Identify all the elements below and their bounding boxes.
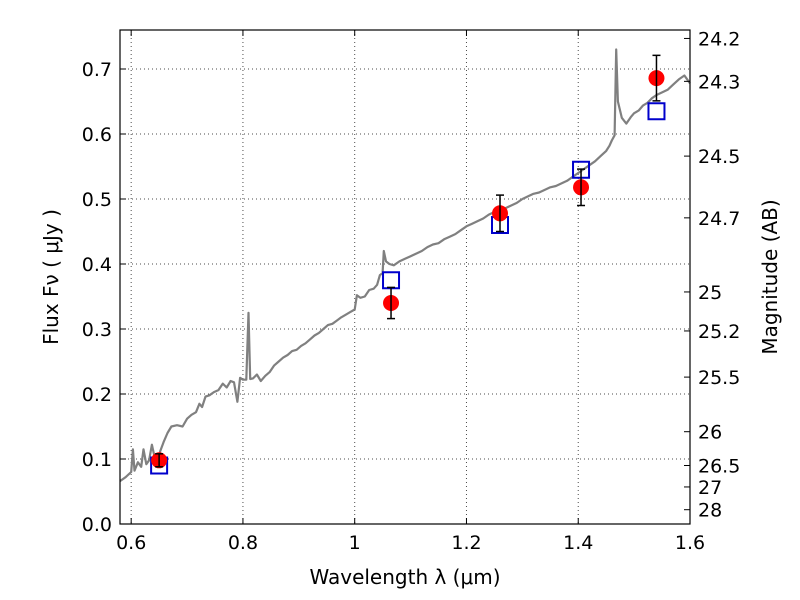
x-tick-label: 0.6 bbox=[116, 532, 146, 554]
x-tick-label: 1.6 bbox=[675, 532, 705, 554]
y2-tick-label: 27 bbox=[698, 477, 722, 499]
y-tick-label: 0.1 bbox=[82, 449, 112, 471]
y2-tick-label: 24.3 bbox=[698, 71, 740, 93]
spectrum-line bbox=[119, 48, 691, 483]
y-tick-label: 0.7 bbox=[82, 59, 112, 81]
x-tick-label: 1.2 bbox=[451, 532, 481, 554]
y-tick-label: 0.2 bbox=[82, 384, 112, 406]
grid-lines bbox=[120, 30, 690, 524]
y-tick-label: 0.4 bbox=[82, 254, 112, 276]
x-axis-label: Wavelength λ (μm) bbox=[309, 565, 500, 589]
y-tick-label: 0.6 bbox=[82, 124, 112, 146]
plot-frame bbox=[119, 29, 691, 525]
y2-tick-label: 28 bbox=[698, 500, 722, 522]
y2-axis-label: Magnitude (AB) bbox=[758, 199, 782, 354]
y2-tick-label: 26 bbox=[698, 422, 722, 444]
y2-tick-label: 25.5 bbox=[698, 367, 740, 389]
y-tick-label: 0.0 bbox=[82, 514, 112, 536]
y2-tick-label: 25 bbox=[698, 282, 722, 304]
y2-tick-label: 25.2 bbox=[698, 321, 740, 343]
y-axis-label: Flux Fν ( μJy ) bbox=[39, 209, 63, 345]
x-tick-label: 1.4 bbox=[563, 532, 593, 554]
y2-tick-label: 24.2 bbox=[698, 28, 740, 50]
model-photometry-square bbox=[647, 102, 666, 121]
x-tick-label: 0.8 bbox=[228, 532, 258, 554]
photometry-markers bbox=[150, 54, 666, 475]
y2-tick-label: 26.5 bbox=[698, 456, 740, 478]
y2-tick-label: 24.7 bbox=[698, 208, 740, 230]
y-tick-label: 0.3 bbox=[82, 319, 112, 341]
y2-tick-label: 24.5 bbox=[698, 146, 740, 168]
spectrum-series bbox=[119, 48, 691, 483]
axis-ticks: 0.6 0.8 1 1.2 1.4 1.6 0.0 0.1 0.2 0.3 0.4 0.5 0.6 0.7… bbox=[82, 28, 741, 554]
y-tick-label: 0.5 bbox=[82, 189, 112, 211]
x-tick-label: 1 bbox=[349, 532, 361, 554]
